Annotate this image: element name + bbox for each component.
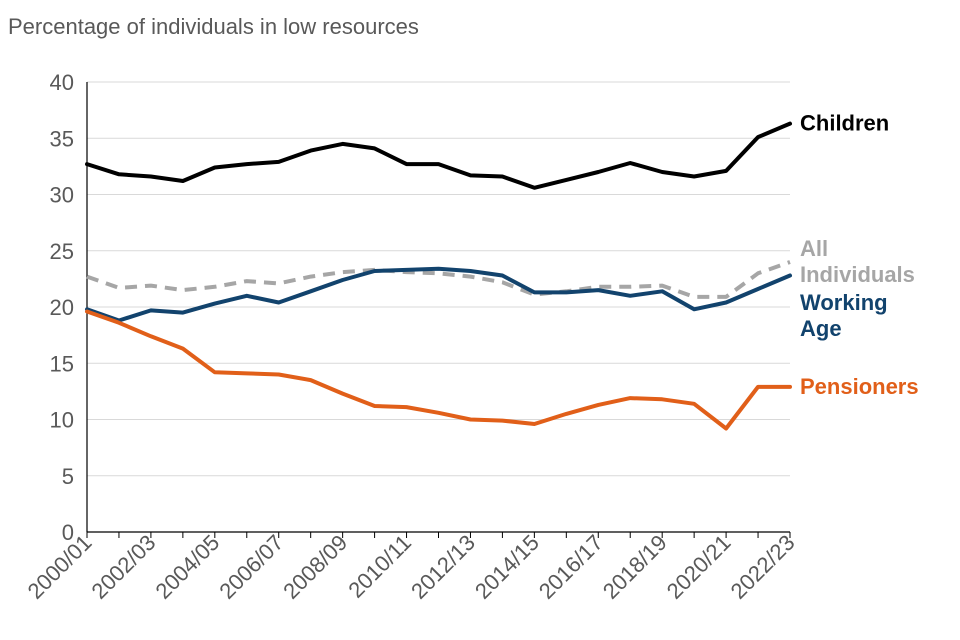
series-label-text: Individuals (800, 262, 915, 287)
chart-title: Percentage of individuals in low resourc… (8, 14, 419, 39)
y-tick-label: 10 (50, 408, 74, 433)
y-tick-label: 20 (50, 295, 74, 320)
series-label-children: Children (800, 111, 889, 136)
y-tick-labels: 0 5 10 15 20 25 30 35 40 (50, 70, 74, 545)
series-label-text: Age (800, 316, 842, 341)
series-label-text: Pensioners (800, 374, 919, 399)
x-tick-label: 2016/17 (534, 530, 608, 604)
x-tick-label: 2000/01 (23, 530, 97, 604)
y-tick-label: 35 (50, 126, 74, 151)
series-line-working-age (85, 266, 792, 323)
x-tick-label: 2006/07 (214, 530, 288, 604)
x-tick-label: 2012/13 (406, 530, 480, 604)
gridlines (87, 81, 790, 477)
x-tick-labels: 2000/012002/032004/052006/072008/092010/… (23, 530, 800, 604)
x-tick-label: 2022/23 (726, 530, 800, 604)
series-label-pensioners: Pensioners (800, 374, 919, 399)
y-tick-label: 40 (50, 70, 74, 95)
y-tick-label: 0 (62, 520, 74, 545)
series-line-pensioners (85, 309, 792, 431)
series-label-text: Children (800, 111, 889, 136)
x-tick-label: 2018/19 (598, 530, 672, 604)
y-tick-label: 15 (50, 351, 74, 376)
y-tick-label: 25 (50, 239, 74, 264)
series-label-text: All (800, 236, 828, 261)
series-line-children (85, 121, 792, 190)
series-labels: ChildrenAllIndividualsWorkingAgePensione… (800, 111, 919, 399)
x-tick-label: 2020/21 (662, 530, 736, 604)
x-tick-label: 2004/05 (150, 530, 224, 604)
x-tick-label: 2014/15 (470, 530, 544, 604)
series-lines (85, 121, 792, 431)
x-tick-label: 2008/09 (278, 530, 352, 604)
axes (86, 82, 791, 538)
series-label-text: Working (800, 290, 888, 315)
x-tick-label: 2002/03 (87, 530, 161, 604)
x-tick-label: 2010/11 (343, 530, 416, 603)
y-tick-label: 5 (62, 464, 74, 489)
y-tick-label: 30 (50, 183, 74, 208)
